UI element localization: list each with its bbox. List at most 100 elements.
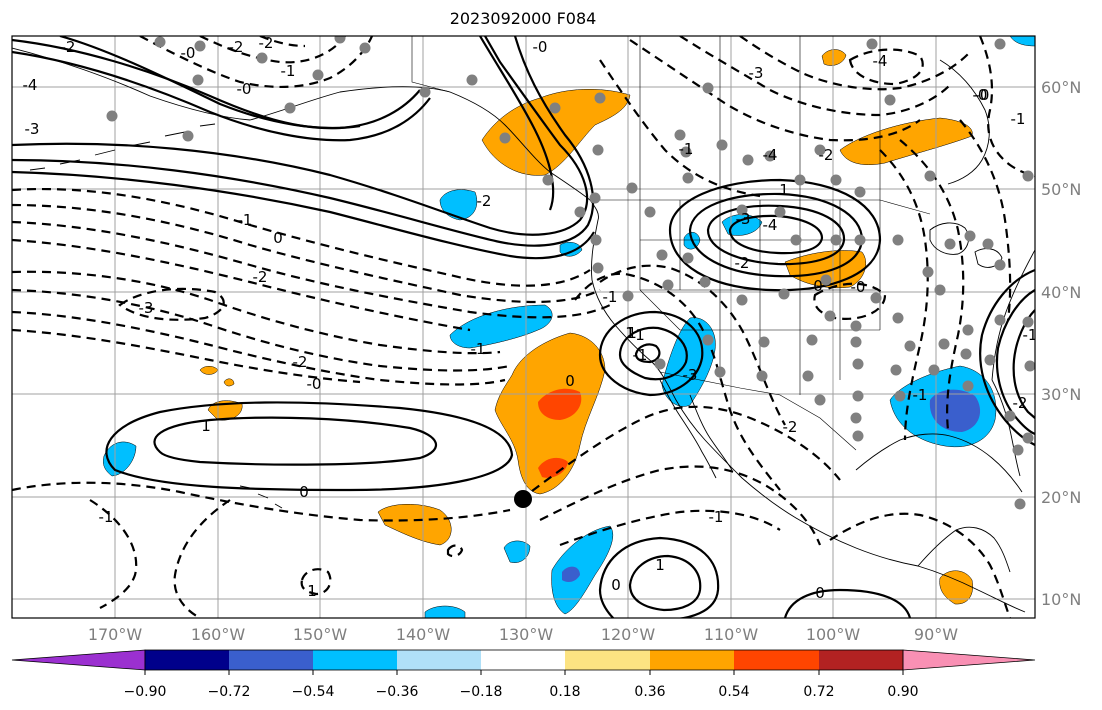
contour-label: -1: [471, 340, 486, 358]
contour-label: -0: [237, 80, 252, 98]
lat-tick-label: 10°N: [1041, 590, 1081, 609]
contour-label: -3: [139, 299, 154, 317]
canada-provinces: [639, 36, 881, 200]
central-america-coast: [917, 526, 1011, 573]
contour-label: -2: [783, 418, 798, 436]
colorbar-label: 0.72: [803, 684, 834, 700]
solid-contour-southern-low-inner: [628, 554, 702, 612]
colorbar-segment: [565, 650, 650, 670]
lon-tick-label: 120°W: [601, 625, 656, 644]
contour-label: 1: [627, 324, 637, 342]
contour-label: 0: [813, 277, 823, 295]
hudson-bay: [939, 59, 990, 185]
lon-tick-label: 130°W: [499, 625, 554, 644]
dashed-contour-mid-pacific-8: [12, 328, 361, 384]
dashed-contour-southwest-2: [599, 264, 786, 426]
colorbar-label: 0.18: [549, 684, 580, 700]
dashed-contour-mid-pacific-3: [12, 220, 611, 319]
contour-label: -1: [913, 386, 928, 404]
contour-label: -2: [293, 353, 308, 371]
dashed-contour-north-canada-3: [739, 36, 971, 91]
solid-contour-rockies-1: [668, 178, 882, 292]
contour-label: 0: [815, 584, 825, 602]
dashed-contour-minus3-loop: [118, 287, 225, 321]
cyan-region-south-1: [503, 540, 531, 563]
orange-region-small-north: [821, 49, 847, 66]
colorbar-extend-right: [902, 649, 1036, 671]
contour-label: -4: [763, 216, 778, 234]
lat-tick-label: 20°N: [1041, 488, 1081, 507]
dashed-contour-mid-pacific-7: [12, 310, 506, 386]
contour-label: 0: [273, 229, 283, 247]
contour-label: -1: [709, 508, 724, 526]
colorbar: −0.90 −0.72 −0.54 −0.36 −0.18 0.18 0.36 …: [11, 649, 1036, 700]
solid-contour-hawaii-outer: [105, 401, 514, 492]
dashed-contour-mid-pacific-5: [12, 270, 501, 355]
dashed-contour-baja-1: [519, 405, 841, 501]
contour-label: -1: [1023, 326, 1038, 344]
contour-label: -3: [749, 64, 764, 82]
baja-peninsula: [659, 379, 733, 479]
dashed-contour-east-1: [879, 149, 929, 441]
dashed-contour-minus4-loop: [848, 48, 924, 86]
contour-label: -2: [477, 192, 492, 210]
solid-contour-east-2: [995, 289, 1035, 436]
dashed-contour-mid-pacific-4: [12, 238, 471, 332]
dashed-contour-mid-pacific-2: [12, 203, 601, 304]
contour-label: 1: [625, 324, 635, 342]
dashed-contour-south-pacific-3: [173, 499, 231, 618]
solid-contour-nw-3: [59, 36, 361, 130]
cyan-region-bottom: [424, 605, 466, 618]
contour-label: -4: [23, 76, 38, 94]
lon-tick-label: 100°W: [806, 625, 861, 644]
dashed-contour-loop-south: [300, 568, 332, 596]
map-title: 2023092000 F084: [450, 9, 597, 28]
contour-label: -3: [683, 366, 698, 384]
contour-labels: -2 -0 -2 -2 -1 -0 -4 -3 -1 0 -2 -3 -2 -0…: [23, 34, 1038, 602]
contour-label: -1: [603, 288, 618, 306]
dashed-contour-north-canada-1: [629, 39, 921, 142]
black-location-marker: [514, 490, 532, 508]
colorbar-segment: [229, 650, 313, 670]
lon-tick-label: 170°W: [88, 625, 143, 644]
lat-tick-label: 30°N: [1041, 385, 1081, 404]
contour-label: -0: [181, 44, 196, 62]
lon-tick-label: 110°W: [704, 625, 759, 644]
solid-contour-north-jet-2: [12, 36, 595, 247]
dashed-contour-south-pacific-1: [12, 481, 511, 522]
contour-label: -0: [533, 38, 548, 56]
contour-label: 1: [201, 417, 211, 435]
dashed-contour-east-3: [959, 119, 1012, 321]
colorbar-label: 0.36: [634, 684, 665, 700]
contour-label: -2: [1013, 394, 1028, 412]
red-region-baja-west-2: [538, 457, 568, 478]
contour-label: 1: [635, 326, 645, 344]
contour-label: -2: [259, 34, 274, 52]
dashed-contour-nw-3: [259, 36, 306, 48]
colorbar-label: −0.36: [376, 684, 419, 700]
lat-tick-label: 60°N: [1041, 78, 1081, 97]
solid-contour-southern-low-outer: [598, 536, 720, 618]
lat-tick-label: 40°N: [1041, 283, 1081, 302]
contour-label: -1: [281, 62, 296, 80]
colorbar-segment: [145, 650, 229, 670]
lon-tick-label: 160°W: [191, 625, 246, 644]
longitude-ticks: 170°W 160°W 150°W 140°W 130°W 120°W 110°…: [88, 625, 958, 644]
colorbar-label: −0.18: [460, 684, 503, 700]
orange-region-dot-2: [223, 378, 235, 387]
contour-label: -0: [307, 375, 322, 393]
orange-region-pnw: [481, 89, 631, 176]
colorbar-label: 0.54: [718, 684, 749, 700]
contour-label: -3: [25, 120, 40, 138]
contour-label: -2: [229, 38, 244, 56]
solid-contour-socal-low-1: [598, 310, 704, 397]
colorbar-label: 0.90: [887, 684, 918, 700]
dashed-contour-top-right: [978, 36, 1035, 178]
contour-label: -1: [99, 508, 114, 526]
latitude-ticks: 60°N 50°N 40°N 30°N 20°N 10°N: [1041, 78, 1081, 609]
dashed-contour-north-canada-2: [679, 36, 951, 117]
solid-contour-east-1: [979, 268, 1035, 446]
contour-label: -0: [973, 86, 988, 104]
colorbar-label: −0.54: [292, 684, 335, 700]
